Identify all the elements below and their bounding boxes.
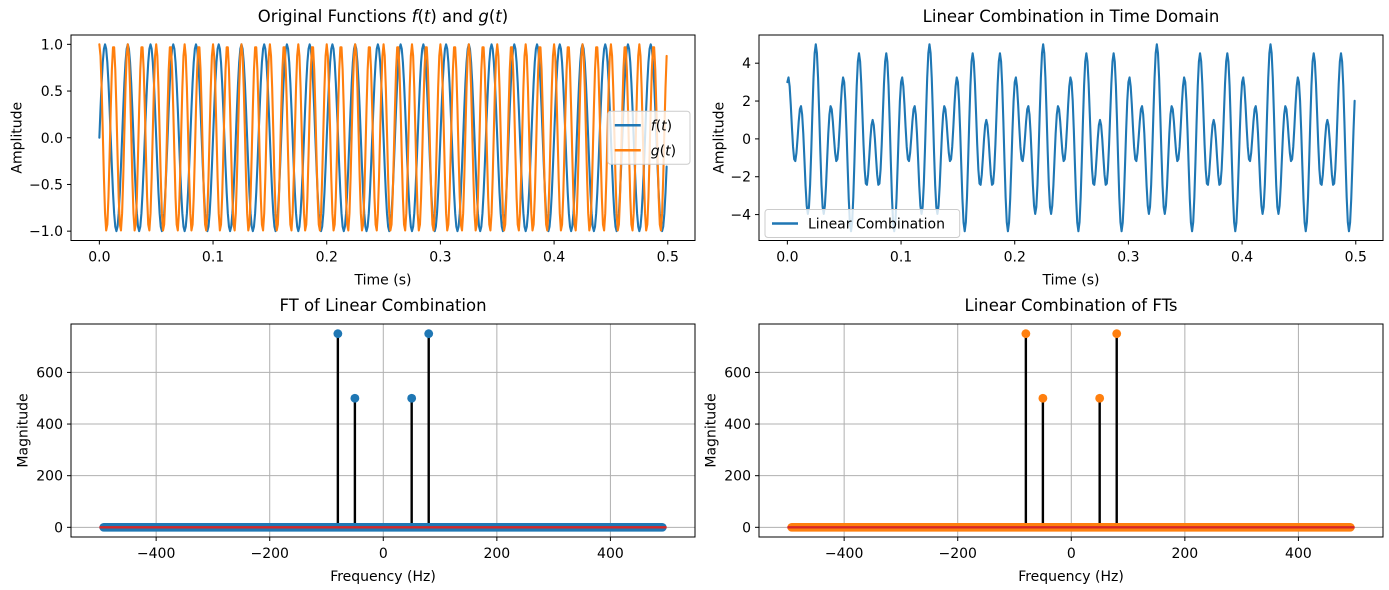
legend-box [607, 110, 691, 165]
subplot-original-functions: 0.0 0.1 0.2 0.3 0.4 0.5 −1.0 −0.5 0.0 0.5 1.0 Origi… [9, 7, 696, 289]
x-tick-label: −200 [938, 546, 976, 562]
series-line-gt [98, 43, 668, 232]
y-tick-label: 2 [742, 94, 751, 110]
x-tick-label: 0.0 [88, 250, 110, 266]
x-tick-label: −400 [825, 546, 863, 562]
stem-marker [1021, 329, 1031, 339]
y-axis-label: Magnitude [703, 393, 719, 467]
y-tick-label: 200 [724, 469, 751, 485]
x-tick-label: 0.4 [1231, 250, 1253, 266]
x-tick-label: 0.1 [202, 250, 224, 266]
stem-marker [333, 329, 343, 339]
x-tick-label: 200 [1171, 546, 1198, 562]
series-line-ft [98, 43, 668, 233]
series-line-linearcombination [786, 43, 1356, 233]
x-tick-label: 400 [1285, 546, 1312, 562]
y-tick-label: 0 [742, 132, 751, 148]
subplot-title: Linear Combination of FTs [965, 296, 1178, 315]
stem-marker [1112, 329, 1122, 339]
y-tick-label: −4 [730, 208, 751, 224]
y-tick-label: −0.5 [29, 177, 63, 193]
legend: Linear Combination [764, 209, 961, 238]
stem-marker [407, 393, 417, 403]
stem-marker [350, 393, 360, 403]
x-axis-label: Frequency (Hz) [1018, 569, 1124, 585]
x-tick-label: 200 [483, 546, 510, 562]
legend-label: Linear Combination [808, 217, 945, 233]
x-tick-label: 0.5 [657, 250, 679, 266]
y-tick-label: 0 [742, 520, 751, 536]
x-tick-label: 0.5 [1345, 250, 1367, 266]
y-tick-label: 4 [742, 56, 751, 72]
y-tick-label: 1.0 [41, 37, 63, 53]
x-tick-label: −400 [137, 546, 175, 562]
subplot-title: Linear Combination in Time Domain [923, 7, 1220, 26]
stem-marker [1038, 393, 1048, 403]
x-tick-label: 0.3 [1117, 250, 1139, 266]
subplot-ft-of-linear-combination: −400 −200 0 200 400 0 200 400 600 FT of Linear Co… [15, 296, 696, 585]
x-tick-label: −200 [250, 546, 288, 562]
legend-label: f(t) [651, 118, 672, 134]
y-tick-label: 600 [36, 365, 63, 381]
stem-marker [1095, 393, 1105, 403]
legend: f(t) g(t) [607, 110, 691, 165]
subplot-linear-combination-time: 0.0 0.1 0.2 0.3 0.4 0.5 −4 −2 0 2 4 Linear Combinat… [711, 7, 1384, 289]
legend-box [764, 209, 961, 238]
x-tick-label: 0.0 [776, 250, 798, 266]
subplot-title: FT of Linear Combination [279, 296, 486, 315]
y-tick-label: 400 [724, 417, 751, 433]
x-tick-label: 0.3 [429, 250, 451, 266]
x-tick-label: 0.4 [543, 250, 565, 266]
x-tick-label: 400 [597, 546, 624, 562]
stem-marker [424, 329, 434, 339]
axes-spines [758, 34, 1384, 241]
y-tick-label: 0 [54, 520, 63, 536]
x-tick-label: 0.2 [316, 250, 338, 266]
y-axis-label: Amplitude [711, 102, 727, 174]
subplot-title: Original Functions f(t) and g(t) [258, 7, 508, 26]
y-tick-label: −1.0 [29, 224, 63, 240]
x-axis-label: Time (s) [1042, 273, 1100, 289]
y-tick-label: 200 [36, 469, 63, 485]
x-tick-label: 0 [379, 546, 388, 562]
legend-label: g(t) [651, 143, 676, 159]
x-tick-label: 0.1 [890, 250, 912, 266]
y-tick-label: 600 [724, 365, 751, 381]
y-tick-label: 0.5 [41, 84, 63, 100]
y-tick-label: 400 [36, 417, 63, 433]
y-tick-label: −2 [730, 170, 751, 186]
x-axis-label: Time (s) [354, 273, 412, 289]
x-axis-label: Frequency (Hz) [330, 569, 436, 585]
x-tick-label: 0 [1067, 546, 1076, 562]
y-axis-label: Magnitude [15, 393, 31, 467]
y-tick-label: 0.0 [41, 131, 63, 147]
y-axis-label: Amplitude [9, 102, 25, 174]
x-tick-label: 0.2 [1004, 250, 1026, 266]
subplot-linear-combination-of-fts: −400 −200 0 200 400 0 200 400 600 Linear Combinat… [703, 296, 1384, 585]
